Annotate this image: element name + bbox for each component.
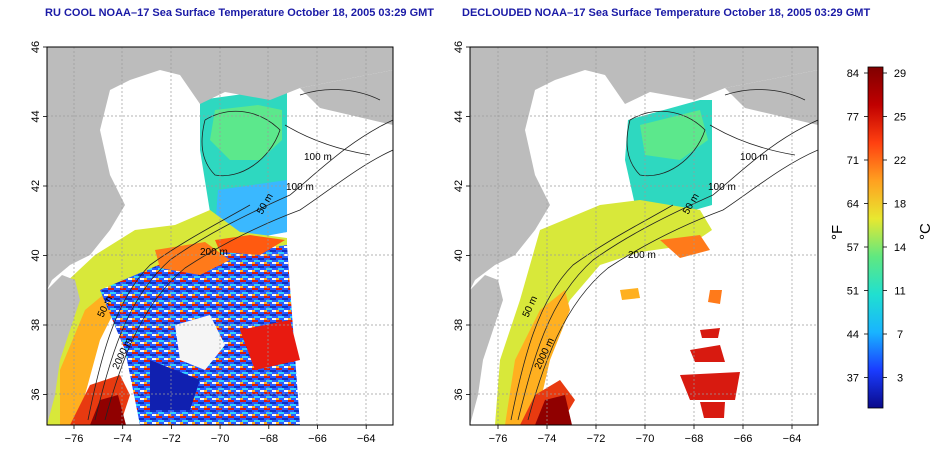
x-tick-label: −70 [211,433,230,445]
contour-label: 200 m [200,247,228,258]
x-tick-label: −72 [587,433,606,445]
y-tick-label: 46 [30,41,42,53]
fahrenheit-unit-label: °F [829,225,846,240]
colorbar-f-label: 71 [847,155,859,167]
y-tick-label: 46 [453,41,465,53]
right-map-frame [469,46,819,426]
x-tick-label: −72 [162,433,181,445]
y-tick-label: 40 [30,249,42,261]
contour-label: 100 m [304,152,332,163]
left-map-land [47,47,393,425]
colorbar-c-label: 7 [897,329,903,341]
y-tick-label: 38 [30,319,42,331]
x-tick-label: −68 [259,433,278,445]
right-map-sst-field [495,100,740,425]
colorbar-c-label: 3 [897,373,903,385]
colorbar-f-label: 77 [847,112,859,124]
x-tick-label: −76 [65,433,84,445]
right-map-bathymetry-contours [510,89,818,421]
x-tick-label: −68 [685,433,704,445]
celsius-unit-label: °C [917,223,934,240]
x-tick-label: −64 [357,433,376,445]
y-tick-label: 44 [453,110,465,122]
right-map-land [470,47,818,425]
left-sst-map [47,47,393,425]
colorbar-c-label: 14 [894,242,906,254]
y-tick-label: 38 [453,319,465,331]
right-sst-map [470,47,818,425]
left-map-bathymetry-contours [87,89,393,421]
right-map-axes: −76 −74 −72 −70 −68 −66 −64 46 44 42 40 38 36 [453,41,801,445]
contour-label: 200 m [628,250,656,261]
x-tick-label: −64 [783,433,802,445]
colorbar-f-label: 57 [847,242,859,254]
left-map-title: RU COOL NOAA–17 Sea Surface Temperature … [45,7,435,19]
y-tick-label: 40 [453,249,465,261]
contour-label: 100 m [708,182,736,193]
y-tick-label: 42 [30,180,42,192]
colorbar-c-label: 25 [894,112,906,124]
left-map-axes: −76 −74 −72 −70 −68 −66 −64 46 44 42 40 38 36 [30,41,376,445]
y-tick-label: 36 [453,388,465,400]
colorbar-f-label: 37 [847,373,859,385]
left-map-grid [47,47,393,425]
y-tick-label: 36 [30,388,42,400]
colorbar-gradient [867,66,884,409]
x-tick-label: −70 [636,433,655,445]
temperature-colorbar: 84 77 71 64 57 51 44 37 29 25 22 18 14 11 7 3 °F °C [829,66,934,409]
colorbar-c-label: 18 [894,199,906,211]
colorbar-f-label: 84 [847,68,859,80]
right-map-grid [470,47,818,425]
y-tick-label: 42 [453,180,465,192]
x-tick-label: −74 [538,433,557,445]
colorbar-c-label: 29 [894,68,906,80]
right-map-title: DECLOUDED NOAA–17 Sea Surface Temperatur… [462,7,871,19]
contour-label: 100 m [740,152,768,163]
colorbar-f-label: 51 [847,286,859,298]
colorbar-c-label: 22 [894,155,906,167]
x-tick-label: −66 [308,433,327,445]
y-tick-label: 44 [30,110,42,122]
colorbar-f-label: 44 [847,329,859,341]
x-tick-label: −66 [734,433,753,445]
x-tick-label: −76 [489,433,508,445]
contour-label: 100 m [286,182,314,193]
left-map-sst-field [47,92,300,425]
colorbar-f-label: 64 [847,199,859,211]
colorbar-c-label: 11 [894,286,905,298]
x-tick-label: −74 [113,433,132,445]
